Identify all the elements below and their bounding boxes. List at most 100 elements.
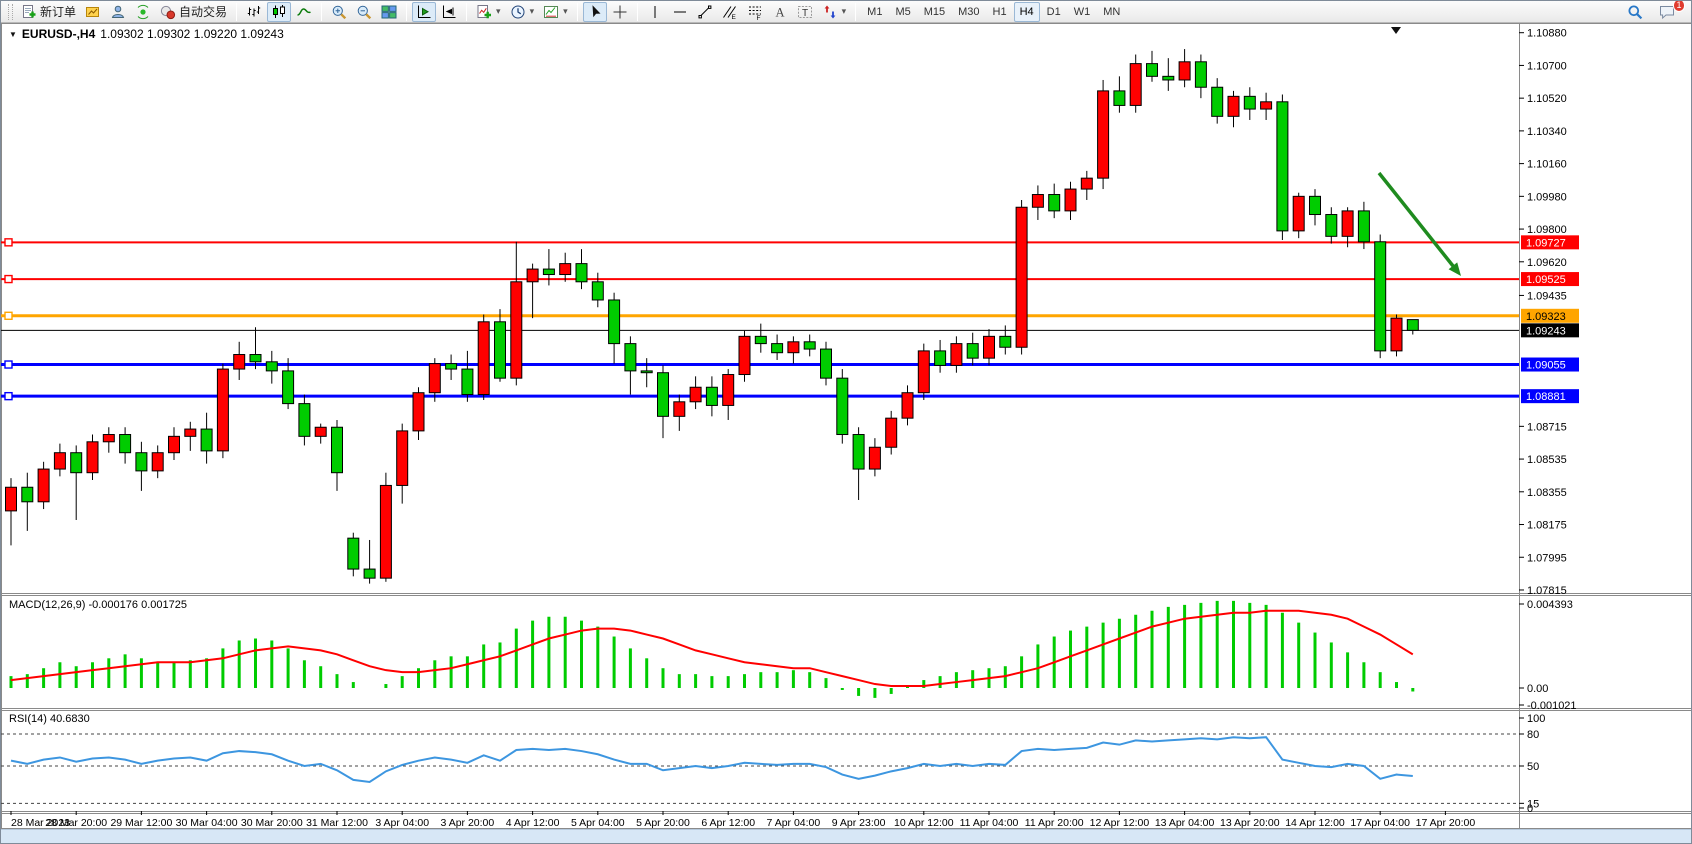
- periods-button[interactable]: ▾: [506, 2, 539, 22]
- chevron-down-icon[interactable]: ▾: [496, 6, 501, 16]
- trendline-icon: [698, 5, 712, 18]
- sell-arrow[interactable]: [1377, 171, 1458, 271]
- autotrading-button[interactable]: 自动交易: [156, 2, 231, 22]
- timeframe-m15-button[interactable]: M15: [923, 5, 946, 18]
- gold-chart-icon: [86, 6, 100, 17]
- search-icon: [1628, 5, 1643, 19]
- candle-body: [70, 452, 83, 474]
- timeframe-h1-button[interactable]: H1: [992, 5, 1007, 18]
- candle-body: [705, 386, 718, 406]
- autotrading-icon: [160, 5, 176, 19]
- candle-body: [102, 434, 115, 443]
- profiles-button[interactable]: [106, 2, 130, 22]
- candle-chart-button[interactable]: [267, 1, 292, 22]
- horizontal-lines[interactable]: [1, 238, 1519, 401]
- crosshair-button[interactable]: [608, 2, 632, 22]
- chevron-down-icon[interactable]: ▾: [529, 6, 535, 16]
- market-watch-button[interactable]: [131, 2, 155, 22]
- new-order-button-label: 新订单: [40, 5, 77, 19]
- text-label-button[interactable]: T: [793, 2, 817, 22]
- candle-body: [689, 386, 702, 403]
- arrows-button[interactable]: ▾: [818, 2, 851, 22]
- time-tick-label: 30 Mar 20:00: [241, 817, 303, 829]
- candle-body: [868, 446, 881, 470]
- new-order-button[interactable]: 新订单: [17, 2, 80, 22]
- timeframe-w1-button[interactable]: W1: [1073, 5, 1091, 18]
- tile-windows-button[interactable]: [377, 2, 401, 22]
- line-handle[interactable]: [4, 391, 13, 401]
- candle-body: [1064, 188, 1077, 212]
- line-chart-button[interactable]: [292, 2, 316, 22]
- line-handle[interactable]: [4, 311, 13, 320]
- candle-body: [461, 368, 474, 396]
- candle-body: [510, 281, 523, 379]
- chevron-down-icon[interactable]: ▾: [563, 6, 568, 16]
- price-tick-label: 1.09800: [1527, 224, 1567, 236]
- chart-shift-button[interactable]: [437, 2, 461, 22]
- timeframe-m30-button[interactable]: M30: [958, 5, 980, 18]
- time-tick-label: 30 Mar 04:00: [176, 817, 238, 829]
- auto-scroll-button[interactable]: [412, 1, 437, 22]
- time-tick-label: 31 Mar 12:00: [306, 817, 368, 829]
- doc-plus-icon: [23, 4, 36, 18]
- chart-area[interactable]: ▼ EURUSD-,H4 1.09302 1.09302 1.09220 1.0…: [1, 23, 1692, 829]
- new-chart-button[interactable]: [81, 2, 105, 22]
- price-label-text: 1.09055: [1526, 360, 1566, 372]
- text-button[interactable]: A: [768, 2, 792, 22]
- price-tick-label: 1.07995: [1527, 552, 1567, 564]
- candle-body: [151, 452, 164, 472]
- chevron-down-icon[interactable]: ▾: [841, 6, 847, 16]
- price-axis[interactable]: 1.10880 1.10700 1.10520 1.10340 1.10160 1.099…: [1519, 28, 1579, 597]
- channel-button[interactable]: E: [718, 2, 742, 22]
- candle-body: [200, 428, 213, 452]
- zoom-in-icon: [332, 5, 347, 19]
- cursor-button[interactable]: [582, 1, 607, 22]
- rsi-tick-label: 100: [1527, 713, 1545, 725]
- time-tick-label: 13 Apr 04:00: [1155, 817, 1215, 829]
- candle-body: [135, 452, 148, 472]
- candle-body: [673, 401, 686, 417]
- candle-body: [21, 486, 34, 503]
- price-tick-label: 1.10160: [1527, 159, 1567, 171]
- timeframe-d1-button[interactable]: D1: [1046, 5, 1061, 18]
- rsi-axis: 100 80 50 150: [1519, 713, 1545, 815]
- timeframe-m5-button[interactable]: M5: [895, 5, 911, 18]
- price-tick-label: 1.10340: [1527, 126, 1567, 138]
- line-handle[interactable]: [4, 238, 13, 247]
- candle-body: [249, 354, 262, 363]
- timeframe-m1-button[interactable]: M1: [867, 5, 883, 18]
- candle-body: [1080, 177, 1093, 190]
- price-tick-label: 1.09980: [1527, 191, 1567, 203]
- chat-button[interactable]: 1: [1655, 1, 1685, 22]
- search-button[interactable]: [1623, 2, 1647, 22]
- chart-shift-marker-icon[interactable]: [1391, 27, 1401, 34]
- chart-canvas[interactable]: 1.10880 1.10700 1.10520 1.10340 1.10160 1.099…: [1, 23, 1692, 829]
- chevron-down-icon[interactable]: ▼: [9, 29, 17, 39]
- fibonacci-button[interactable]: F: [743, 2, 767, 22]
- toolbar-grip[interactable]: [8, 3, 13, 20]
- candle-body: [1162, 75, 1175, 81]
- candle-body: [1227, 95, 1240, 117]
- candle-body: [624, 343, 637, 372]
- vertical-line-button[interactable]: [643, 2, 667, 22]
- indicators-button[interactable]: ▾: [472, 2, 505, 22]
- candle-body: [803, 341, 816, 350]
- time-tick-label: 4 Apr 12:00: [506, 817, 560, 829]
- rsi-indicator-label: RSI(14) 40.6830: [9, 713, 90, 725]
- timeframe-h4-button[interactable]: H4: [1013, 1, 1040, 22]
- zoom-out-button[interactable]: [352, 2, 376, 22]
- horizontal-line-button[interactable]: [668, 2, 692, 22]
- toolbar-separator: [236, 2, 238, 21]
- time-tick-label: 5 Apr 20:00: [636, 817, 690, 829]
- bar-chart-button[interactable]: [242, 2, 266, 22]
- line-handle[interactable]: [4, 274, 13, 284]
- trendline-button[interactable]: [693, 2, 717, 22]
- annotations[interactable]: [1377, 27, 1461, 276]
- timeframe-mn-button[interactable]: MN: [1103, 5, 1121, 18]
- zoom-in-button[interactable]: [327, 2, 351, 22]
- line-handle[interactable]: [4, 360, 13, 369]
- chart-ohlc: 1.09302 1.09302 1.09220 1.09243: [100, 27, 284, 41]
- templates-button[interactable]: ▾: [539, 2, 572, 22]
